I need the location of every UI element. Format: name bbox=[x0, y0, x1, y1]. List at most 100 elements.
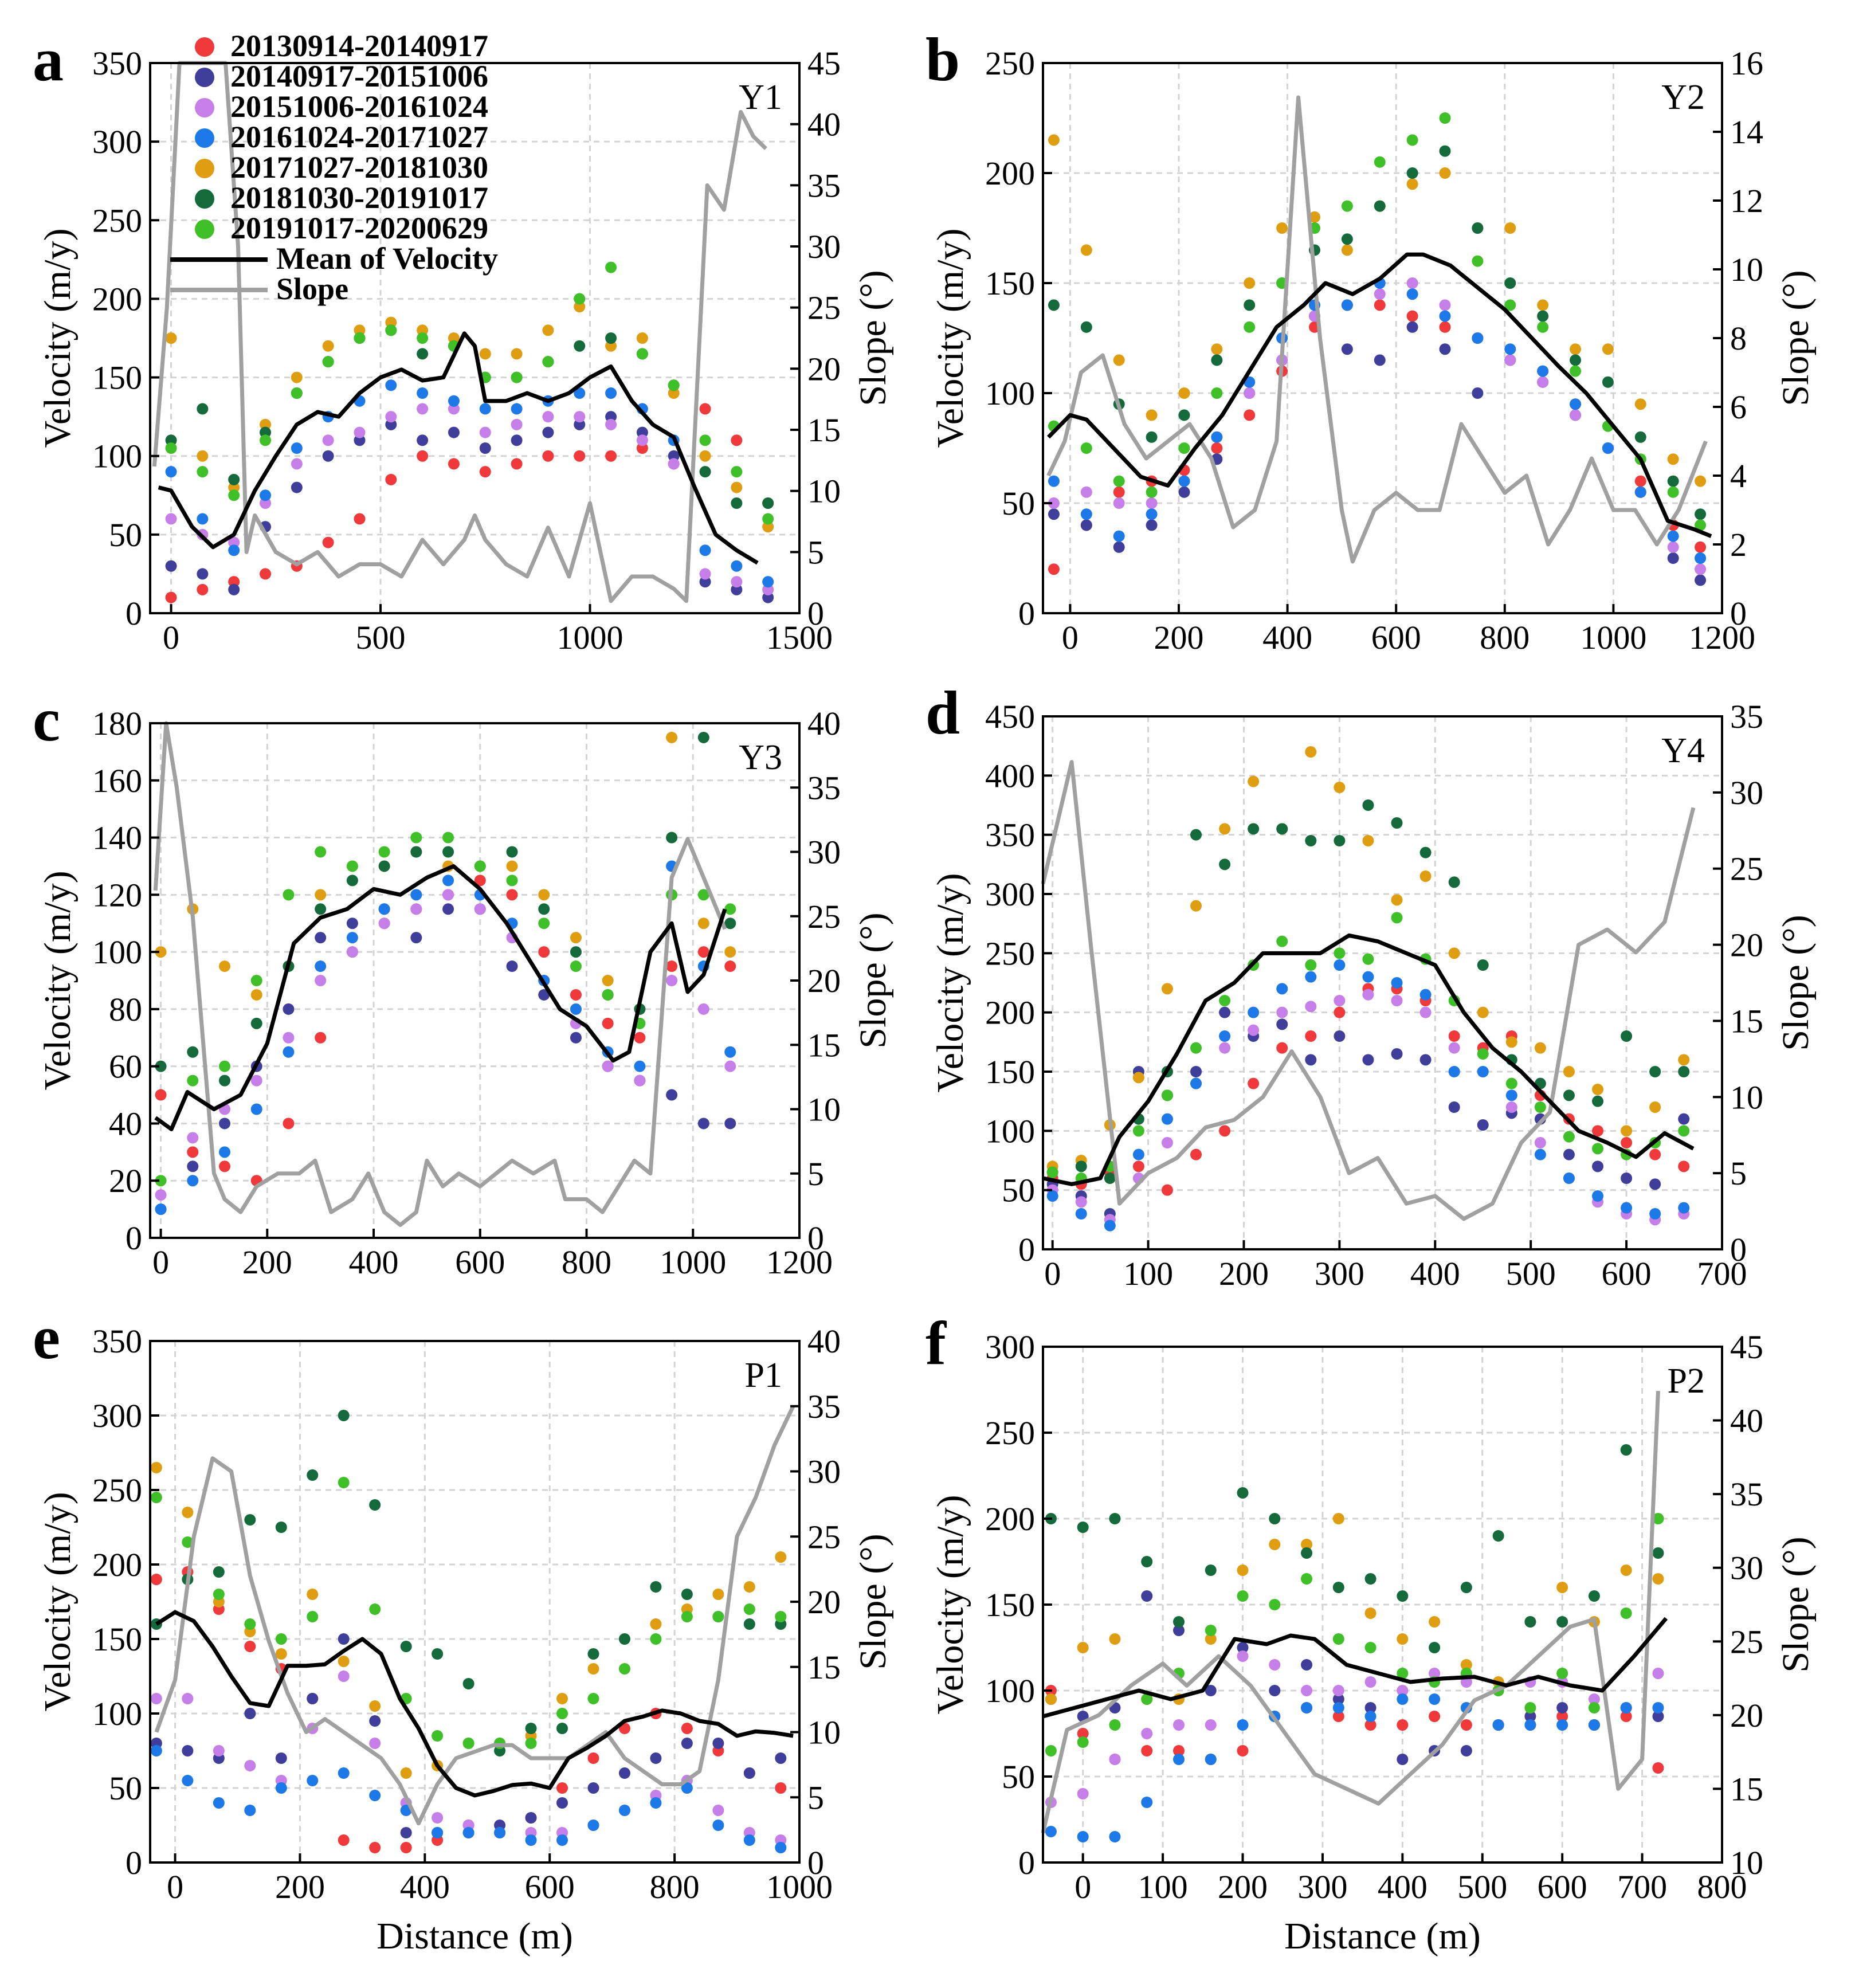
y-tick-label: 250 bbox=[985, 45, 1035, 82]
x-tick-label: 400 bbox=[1378, 1868, 1427, 1905]
data-point bbox=[250, 989, 262, 1001]
data-point bbox=[150, 1492, 162, 1503]
data-point bbox=[1248, 1077, 1260, 1089]
x-tick-label: 800 bbox=[1697, 1868, 1747, 1905]
data-point bbox=[219, 960, 231, 973]
data-point bbox=[1534, 1137, 1546, 1148]
y-tick-label: 120 bbox=[92, 876, 142, 913]
data-point bbox=[574, 340, 586, 352]
y-tick-label: 0 bbox=[1018, 1231, 1035, 1268]
data-point bbox=[1439, 310, 1451, 322]
data-point bbox=[1205, 1719, 1217, 1731]
y2-tick-label: 5 bbox=[807, 534, 824, 571]
data-point bbox=[1104, 1173, 1116, 1184]
data-point bbox=[1364, 1573, 1376, 1585]
series-20191017-20200629 bbox=[150, 1477, 787, 1749]
data-point bbox=[307, 1693, 319, 1704]
data-point bbox=[417, 324, 429, 336]
data-point bbox=[1374, 354, 1386, 366]
data-point bbox=[1448, 1101, 1460, 1113]
data-point bbox=[1269, 1539, 1281, 1550]
data-point bbox=[587, 1693, 599, 1704]
data-point bbox=[1534, 1148, 1546, 1160]
data-point bbox=[1588, 1590, 1600, 1602]
y2-tick-label: 25 bbox=[1730, 850, 1763, 888]
data-point bbox=[213, 1745, 225, 1756]
data-point bbox=[1205, 1633, 1217, 1645]
data-point bbox=[1364, 1711, 1376, 1722]
data-point bbox=[1406, 178, 1418, 190]
y2-tick-label: 10 bbox=[807, 1714, 841, 1751]
data-point bbox=[605, 411, 617, 423]
data-point bbox=[182, 1507, 194, 1518]
data-point bbox=[410, 832, 422, 844]
data-point bbox=[494, 1827, 506, 1838]
data-point bbox=[574, 387, 586, 399]
y-tick-label: 50 bbox=[1002, 1172, 1035, 1209]
data-point bbox=[1667, 530, 1679, 542]
x-tick-label: 600 bbox=[455, 1244, 505, 1281]
data-point bbox=[385, 324, 397, 336]
data-point bbox=[1621, 1125, 1633, 1137]
data-point bbox=[432, 1730, 444, 1742]
data-point bbox=[1472, 387, 1484, 399]
data-point bbox=[1652, 1668, 1664, 1679]
data-point bbox=[1524, 1719, 1536, 1731]
data-point bbox=[369, 1499, 381, 1511]
slope-line bbox=[154, 1405, 795, 1826]
y2-tick-label: 30 bbox=[1730, 774, 1763, 811]
data-point bbox=[1178, 387, 1190, 399]
y2-tick-label: 30 bbox=[807, 1453, 841, 1491]
data-point bbox=[1178, 409, 1190, 421]
data-point bbox=[1334, 835, 1346, 846]
x-tick-label: 200 bbox=[242, 1244, 292, 1281]
legend-marker bbox=[195, 189, 214, 209]
data-point bbox=[511, 458, 523, 470]
y2-axis-label: Slope (°) bbox=[852, 270, 894, 406]
data-point bbox=[542, 324, 554, 336]
data-point bbox=[1077, 1522, 1089, 1533]
x-tick-label: 1000 bbox=[660, 1244, 726, 1281]
data-point bbox=[1248, 775, 1260, 787]
series-20130914-20140917 bbox=[155, 875, 736, 1187]
data-point bbox=[1332, 1633, 1344, 1645]
data-point bbox=[197, 403, 209, 415]
data-point bbox=[322, 450, 334, 462]
data-point bbox=[618, 1767, 630, 1779]
data-point bbox=[570, 946, 582, 958]
data-point bbox=[1305, 1030, 1317, 1042]
data-point bbox=[1397, 1754, 1409, 1765]
data-point bbox=[1362, 989, 1374, 1001]
data-point bbox=[1309, 211, 1320, 223]
legend-label: 20140917-20151006 bbox=[230, 59, 488, 93]
y2-tick-label: 10 bbox=[807, 1091, 841, 1128]
data-point bbox=[1104, 1220, 1116, 1232]
y2-tick-label: 40 bbox=[807, 1323, 841, 1360]
data-point bbox=[346, 860, 358, 872]
x-tick-label: 1000 bbox=[1580, 619, 1646, 656]
data-point bbox=[1460, 1582, 1472, 1593]
data-point bbox=[1080, 519, 1092, 531]
data-point bbox=[338, 1633, 350, 1645]
data-point bbox=[538, 889, 550, 901]
x-tick-label: 1000 bbox=[557, 619, 623, 656]
data-point bbox=[506, 860, 518, 872]
data-point bbox=[338, 1656, 350, 1667]
data-point bbox=[1301, 1573, 1313, 1585]
data-point bbox=[668, 387, 680, 399]
data-point bbox=[570, 989, 582, 1001]
y2-tick-label: 40 bbox=[807, 705, 841, 742]
y-axis-label: Velocity (m/y) bbox=[930, 1495, 971, 1714]
data-point bbox=[1649, 1148, 1661, 1160]
data-point bbox=[556, 1723, 568, 1734]
data-point bbox=[775, 1611, 787, 1622]
data-point bbox=[1141, 1556, 1153, 1567]
data-point bbox=[1649, 1178, 1661, 1190]
data-point bbox=[1205, 1625, 1217, 1636]
series-20140917-20151006 bbox=[1046, 1006, 1690, 1220]
data-point bbox=[1621, 1202, 1633, 1214]
data-point bbox=[385, 411, 397, 423]
data-point bbox=[1332, 1582, 1344, 1593]
panel-f: 0 100 200 300 400 500 600 700 800 0 50 100 150 200 250… bbox=[925, 1309, 1817, 1957]
data-point bbox=[1397, 1633, 1409, 1645]
